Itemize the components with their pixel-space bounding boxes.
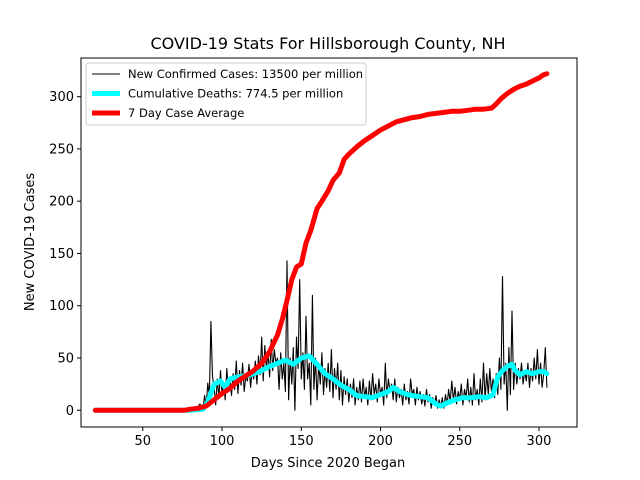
new-cases-line [94, 260, 548, 411]
x-tick-label: 150 [289, 434, 314, 449]
y-tick-label: 50 [57, 352, 74, 367]
x-axis-ticks: 50 100 150 200 250 300 [135, 427, 552, 449]
y-tick-label: 0 [66, 404, 74, 419]
legend: New Confirmed Cases: 13500 per million Cu… [85, 62, 367, 126]
legend-label: Cumulative Deaths: 774.5 per million [128, 87, 343, 101]
y-tick-label: 100 [49, 299, 74, 314]
x-tick-label: 100 [210, 434, 235, 449]
x-tick-label: 50 [135, 434, 152, 449]
plot-frame [80, 57, 578, 428]
y-tick-label: 150 [49, 247, 74, 262]
x-tick-label: 300 [527, 434, 552, 449]
x-axis-label: Days Since 2020 Began [251, 456, 406, 471]
legend-label: 7 Day Case Average [128, 106, 244, 120]
legend-label: New Confirmed Cases: 13500 per million [128, 67, 363, 81]
y-tick-label: 250 [49, 142, 74, 157]
x-tick-label: 250 [447, 434, 472, 449]
x-tick-label: 200 [368, 434, 393, 449]
y-axis-label: New COVID-19 Cases [23, 173, 38, 311]
case-average-line [92, 71, 550, 413]
series-layer [92, 71, 550, 413]
chart-title: COVID-19 Stats For Hillsborough County, … [150, 34, 505, 53]
y-axis-ticks: 0 50 100 150 200 250 300 [49, 90, 81, 419]
y-tick-label: 300 [49, 90, 74, 105]
y-tick-label: 200 [49, 195, 74, 210]
legend-box [85, 62, 367, 126]
